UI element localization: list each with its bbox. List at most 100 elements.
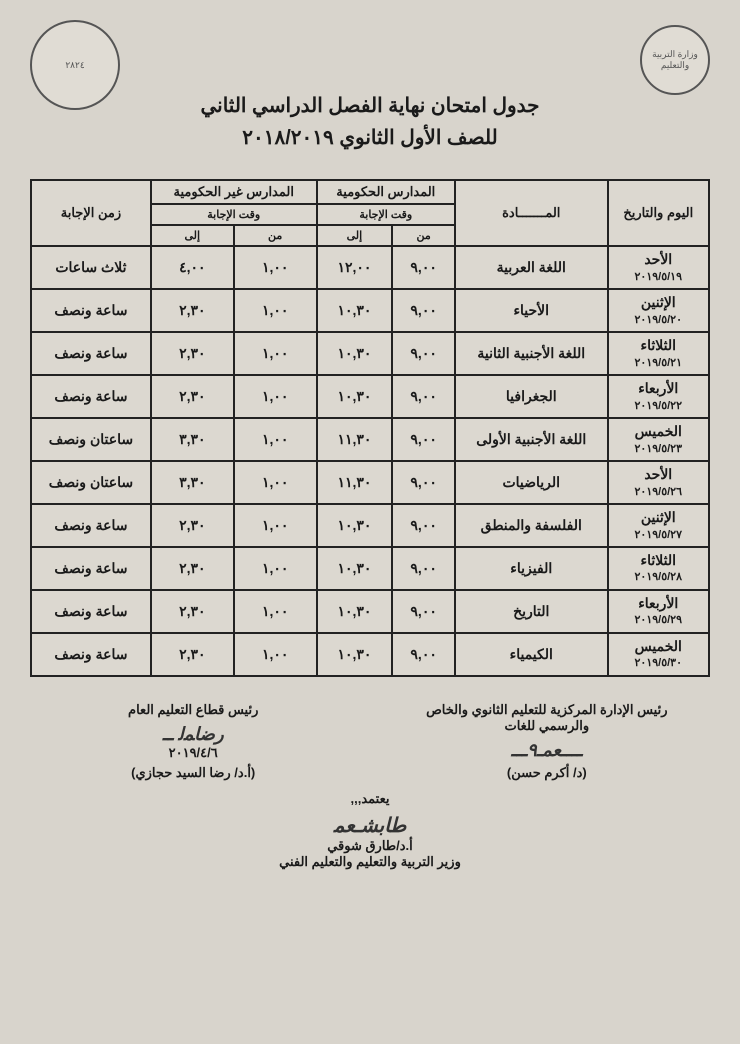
cell-gov-to: ١١,٣٠: [317, 461, 393, 504]
cell-gov-to: ١١,٣٠: [317, 418, 393, 461]
cell-ng-from: ١,٠٠: [234, 547, 317, 590]
cell-gov-to: ١٠,٣٠: [317, 633, 393, 676]
table-row: الإثنين٢٠١٩/٥/٢٠الأحياء٩,٠٠١٠,٣٠١,٠٠٢,٣٠…: [31, 289, 709, 332]
table-row: الخميس٢٠١٩/٥/٣٠الكيمياء٩,٠٠١٠,٣٠١,٠٠٢,٣٠…: [31, 633, 709, 676]
sig-right-title: رئيس الإدارة المركزية للتعليم الثانوي وا…: [384, 702, 710, 718]
cell-ng-from: ١,٠٠: [234, 289, 317, 332]
sig-left-scribble: رضاﻤﻟ ــ: [30, 724, 356, 745]
cell-ng-to: ٢,٣٠: [151, 375, 234, 418]
cell-ng-from: ١,٠٠: [234, 375, 317, 418]
cell-duration: ساعة ونصف: [31, 547, 151, 590]
table-row: الثلاثاء٢٠١٩/٥/٢١اللغة الأجنبية الثانية٩…: [31, 332, 709, 375]
gov-from: من: [392, 225, 455, 246]
cell-duration: ساعة ونصف: [31, 504, 151, 547]
cell-gov-to: ١٠,٣٠: [317, 289, 393, 332]
cell-subject: التاريخ: [455, 590, 608, 633]
sig-right-scribble: ــــﻌﻤـ٩ـــ: [384, 740, 710, 761]
minister-block: يعتمد,,, طابشـﻌﻤ أ.د/طارق شوقي وزير التر…: [30, 791, 710, 870]
table-body: الأحد٢٠١٩/٥/١٩اللغة العربية٩,٠٠١٢,٠٠١,٠٠…: [31, 246, 709, 676]
cell-subject: اللغة العربية: [455, 246, 608, 289]
cell-ng-from: ١,٠٠: [234, 332, 317, 375]
sig-left-title: رئيس قطاع التعليم العام: [30, 702, 356, 718]
cell-date: الأحد٢٠١٩/٥/١٩: [608, 246, 709, 289]
cell-subject: الكيمياء: [455, 633, 608, 676]
cell-gov-from: ٩,٠٠: [392, 590, 455, 633]
signatures-row: رئيس الإدارة المركزية للتعليم الثانوي وا…: [30, 702, 710, 781]
title-block: جدول امتحان نهاية الفصل الدراسي الثاني ل…: [30, 90, 710, 154]
signature-right: رئيس الإدارة المركزية للتعليم الثانوي وا…: [384, 702, 710, 781]
table-row: الأحد٢٠١٩/٥/١٩اللغة العربية٩,٠٠١٢,٠٠١,٠٠…: [31, 246, 709, 289]
cell-gov-from: ٩,٠٠: [392, 418, 455, 461]
title-line-1: جدول امتحان نهاية الفصل الدراسي الثاني: [30, 90, 710, 122]
sig-left-date: ٢٠١٩/٤/٦: [30, 745, 356, 761]
cell-date: الخميس٢٠١٩/٥/٢٣: [608, 418, 709, 461]
cell-gov-from: ٩,٠٠: [392, 633, 455, 676]
table-header: اليوم والتاريخ المـــــــادة المدارس الح…: [31, 180, 709, 246]
seal-number: ٢٨٢٤: [65, 60, 84, 71]
official-seal-left: ٢٨٢٤: [30, 20, 120, 110]
cell-ng-from: ١,٠٠: [234, 590, 317, 633]
cell-subject: الرياضيات: [455, 461, 608, 504]
cell-date: الثلاثاء٢٠١٩/٥/٢١: [608, 332, 709, 375]
minister-name: أ.د/طارق شوقي: [30, 838, 710, 854]
table-row: الإثنين٢٠١٩/٥/٢٧الفلسفة والمنطق٩,٠٠١٠,٣٠…: [31, 504, 709, 547]
col-date: اليوم والتاريخ: [608, 180, 709, 246]
cell-date: الإثنين٢٠١٩/٥/٢٧: [608, 504, 709, 547]
cell-gov-from: ٩,٠٠: [392, 461, 455, 504]
nongov-answer-time: وقت الإجابة: [151, 204, 317, 225]
cell-gov-to: ١٠,٣٠: [317, 375, 393, 418]
col-subject: المـــــــادة: [455, 180, 608, 246]
cell-date: الخميس٢٠١٩/٥/٣٠: [608, 633, 709, 676]
cell-gov-from: ٩,٠٠: [392, 547, 455, 590]
cell-gov-from: ٩,٠٠: [392, 375, 455, 418]
cell-duration: ساعتان ونصف: [31, 461, 151, 504]
sig-left-name: (أ.د/ رضا السيد حجازي): [30, 765, 356, 781]
minister-scribble: طابشـﻌﻤ: [30, 813, 710, 838]
table-row: الأربعاء٢٠١٩/٥/٢٢الجغرافيا٩,٠٠١٠,٣٠١,٠٠٢…: [31, 375, 709, 418]
cell-duration: ساعة ونصف: [31, 332, 151, 375]
cell-duration: ساعة ونصف: [31, 375, 151, 418]
sig-right-sub: والرسمي للغات: [384, 718, 710, 734]
cell-ng-to: ٢,٣٠: [151, 547, 234, 590]
cell-date: الأحد٢٠١٩/٥/٢٦: [608, 461, 709, 504]
gov-to: إلى: [317, 225, 393, 246]
cell-ng-to: ٤,٠٠: [151, 246, 234, 289]
cell-ng-to: ٣,٣٠: [151, 461, 234, 504]
minister-title: وزير التربية والتعليم والتعليم الفني: [30, 854, 710, 870]
cell-ng-to: ٣,٣٠: [151, 418, 234, 461]
cell-duration: ساعة ونصف: [31, 633, 151, 676]
cell-gov-to: ١٠,٣٠: [317, 332, 393, 375]
cell-ng-from: ١,٠٠: [234, 418, 317, 461]
cell-ng-from: ١,٠٠: [234, 461, 317, 504]
cell-ng-to: ٢,٣٠: [151, 633, 234, 676]
cell-gov-from: ٩,٠٠: [392, 289, 455, 332]
cell-ng-from: ١,٠٠: [234, 633, 317, 676]
cell-duration: ساعتان ونصف: [31, 418, 151, 461]
cell-subject: الفيزياء: [455, 547, 608, 590]
col-nongov: المدارس غير الحكومية: [151, 180, 317, 204]
cell-duration: ثلاث ساعات: [31, 246, 151, 289]
cell-ng-to: ٢,٣٠: [151, 504, 234, 547]
cell-gov-from: ٩,٠٠: [392, 246, 455, 289]
minister-intro: يعتمد,,,: [30, 791, 710, 807]
cell-subject: اللغة الأجنبية الأولى: [455, 418, 608, 461]
col-duration: زمن الإجابة: [31, 180, 151, 246]
cell-subject: الفلسفة والمنطق: [455, 504, 608, 547]
cell-ng-to: ٢,٣٠: [151, 289, 234, 332]
cell-gov-from: ٩,٠٠: [392, 504, 455, 547]
cell-gov-to: ١٢,٠٠: [317, 246, 393, 289]
cell-ng-from: ١,٠٠: [234, 246, 317, 289]
gov-answer-time: وقت الإجابة: [317, 204, 455, 225]
cell-gov-to: ١٠,٣٠: [317, 504, 393, 547]
cell-duration: ساعة ونصف: [31, 590, 151, 633]
seal-text: وزارة التربية والتعليم: [642, 49, 708, 71]
table-row: الخميس٢٠١٩/٥/٢٣اللغة الأجنبية الأولى٩,٠٠…: [31, 418, 709, 461]
cell-subject: الأحياء: [455, 289, 608, 332]
table-row: الأحد٢٠١٩/٥/٢٦الرياضيات٩,٠٠١١,٣٠١,٠٠٣,٣٠…: [31, 461, 709, 504]
cell-gov-to: ١٠,٣٠: [317, 547, 393, 590]
cell-ng-to: ٢,٣٠: [151, 332, 234, 375]
nongov-from: من: [234, 225, 317, 246]
col-gov: المدارس الحكومية: [317, 180, 455, 204]
exam-schedule-table: اليوم والتاريخ المـــــــادة المدارس الح…: [30, 179, 710, 677]
cell-subject: الجغرافيا: [455, 375, 608, 418]
